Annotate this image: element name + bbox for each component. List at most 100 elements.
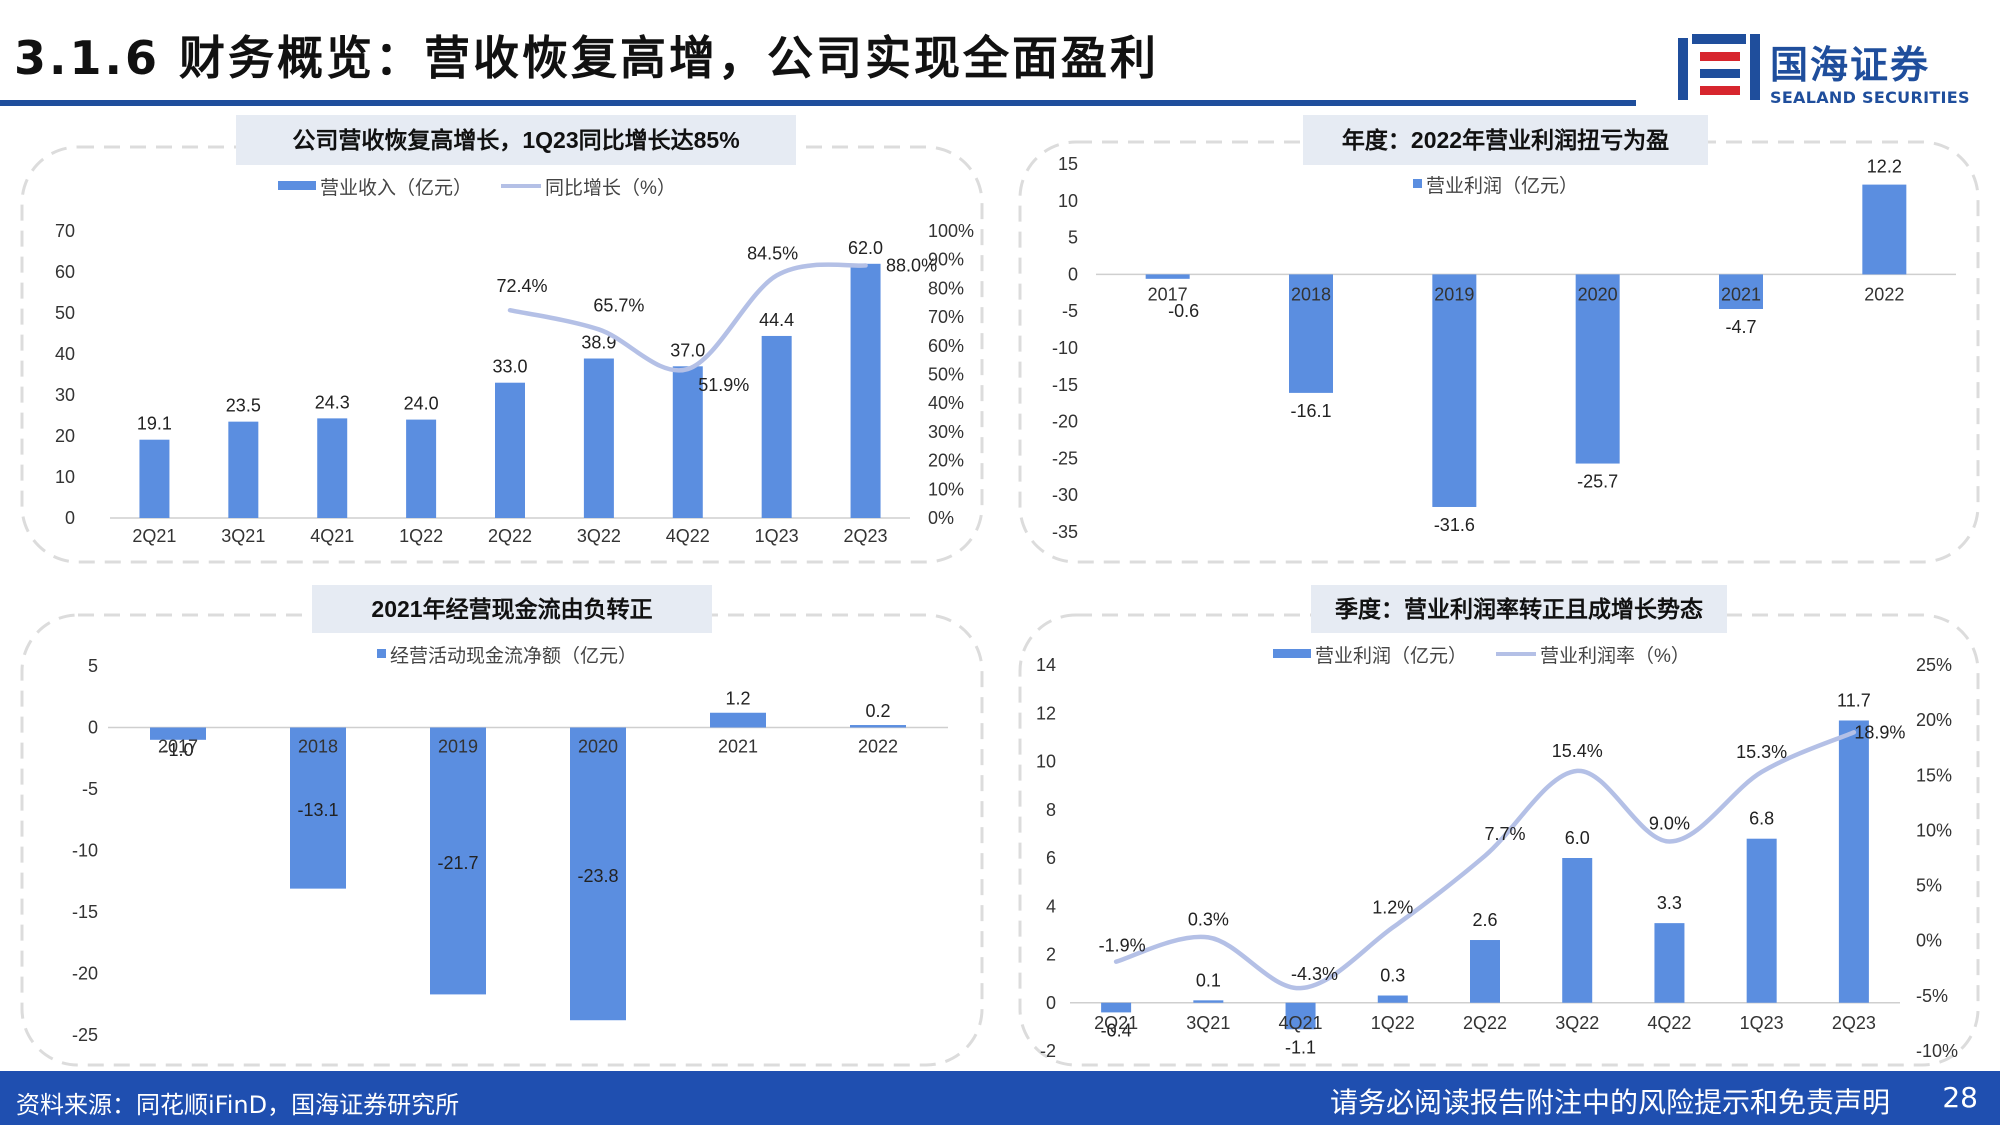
bar: [317, 418, 348, 518]
bar-value-label: 33.0: [492, 357, 527, 377]
y-tick-label: 4: [1046, 896, 1056, 916]
chart-title: 年度：2022年营业利润扭亏为盈: [1342, 127, 1669, 153]
logo-mark-icon: [1678, 34, 1760, 100]
category-label: 3Q22: [577, 526, 621, 546]
legend-label: 经营活动现金流净额（亿元）: [390, 645, 637, 667]
y-tick-label: 20: [55, 426, 75, 446]
category-label: 4Q22: [1647, 1013, 1691, 1033]
bar-value-label: -31.6: [1434, 515, 1475, 535]
category-label: 1Q22: [399, 526, 443, 546]
y2-tick-label: -5%: [1916, 986, 1948, 1006]
bar: [583, 358, 614, 518]
footer-source: 资料来源：同花顺iFinD，国海证券研究所: [16, 1091, 460, 1119]
category-label: 1Q22: [1371, 1013, 1415, 1033]
y-tick-label: 0: [1068, 264, 1078, 284]
legend-swatch-bar: [1273, 649, 1311, 658]
chart-panel-annual-op-profit: 年度：2022年营业利润扭亏为盈 营业利润（亿元） -35 -30 -25 -20 -15 -…: [998, 112, 2000, 572]
y2-tick-label: 15%: [1916, 765, 1952, 785]
page-title: 3.1.6 财务概览：营收恢复高增，公司实现全面盈利: [14, 31, 1159, 85]
chart-title: 季度：营业利润率转正且成增长势态: [1335, 596, 1703, 622]
bar-value-label: 0.1: [1196, 970, 1221, 990]
y-tick-label: -20: [1052, 412, 1078, 432]
bar-value-label: 11.7: [1837, 690, 1871, 710]
y2-tick-label: 90%: [928, 250, 964, 270]
bar-value-label: 38.9: [581, 333, 616, 353]
logo-chinese-name: 国海证券: [1770, 43, 1931, 87]
line-value-label: 7.7%: [1484, 824, 1525, 844]
bar-value-label: -1.1: [1285, 1037, 1316, 1057]
legend-swatch-bar: [377, 649, 386, 658]
bar-value-label: 0.3: [1380, 966, 1405, 986]
y-tick-label: 0: [88, 718, 98, 738]
page-number: 28: [1942, 1081, 1978, 1114]
y-tick-label: -5: [82, 779, 98, 799]
category-label: 2Q21: [1094, 1013, 1138, 1033]
bar: [228, 421, 259, 518]
category-label: 1Q23: [755, 526, 799, 546]
y-tick-label: -2: [1040, 1041, 1056, 1061]
bar-value-label: 62.0: [848, 238, 883, 258]
bar-value-label: 37.0: [670, 340, 705, 360]
bar: [1654, 923, 1685, 1003]
chart-title-box: [1311, 585, 1727, 633]
category-label: 2017: [158, 737, 198, 757]
line-value-label: 15.3%: [1736, 742, 1787, 762]
y-tick-label: 50: [55, 303, 75, 323]
legend-label: 同比增长（%）: [545, 177, 676, 199]
y-tick-label: -10: [1052, 338, 1078, 358]
y2-tick-label: 10%: [1916, 820, 1952, 840]
bar: [406, 419, 437, 518]
bar: [710, 712, 766, 728]
category-label: 2018: [1291, 284, 1331, 304]
category-label: 2Q23: [844, 526, 888, 546]
bar: [1289, 274, 1333, 393]
company-logo: 国海证券 SEALAND SECURITIES: [1676, 28, 1976, 112]
y-tick-label: 10: [55, 467, 75, 487]
bar: [1470, 940, 1500, 1003]
line-value-label: 84.5%: [747, 243, 798, 263]
bar: [1862, 184, 1907, 275]
bar: [1432, 274, 1477, 507]
bar: [1562, 858, 1593, 1003]
chart-svg: 公司营收恢复高增长，1Q23同比增长达85% 营业收入（亿元） 同比增长（%） 0 10…: [20, 115, 984, 564]
bar: [1575, 274, 1620, 464]
chart-title: 公司营收恢复高增长，1Q23同比增长达85%: [292, 127, 739, 153]
y-tick-label: 12: [1036, 703, 1056, 723]
y-tick-label: 15: [1058, 154, 1078, 174]
y-tick-label: 70: [55, 221, 75, 241]
y-tick-label: 5: [1068, 228, 1078, 248]
category-label: 4Q21: [1279, 1013, 1323, 1033]
bar: [1285, 1002, 1316, 1030]
y-tick-label: 10: [1058, 191, 1078, 211]
category-label: 4Q21: [310, 526, 354, 546]
bar: [1101, 1002, 1132, 1013]
line-value-label: 15.4%: [1552, 741, 1603, 761]
line-value-label: 1.2%: [1372, 897, 1413, 917]
bar: [570, 727, 626, 1021]
y-tick-label: 8: [1046, 800, 1056, 820]
bar-value-label: 6.0: [1565, 828, 1590, 848]
category-label: 2021: [1721, 284, 1761, 304]
bar: [290, 727, 346, 889]
category-label: 2020: [1578, 284, 1618, 304]
chart-title-box: [236, 115, 796, 165]
category-label: 2019: [1434, 284, 1474, 304]
chart-title-box: [312, 585, 712, 633]
chart-panel-operating-cashflow: 2021年经营现金流由负转正 经营活动现金流净额（亿元） -25 -20 -15 -10 -…: [0, 585, 995, 1069]
category-label: 2021: [718, 737, 758, 757]
category-label: 2Q22: [488, 526, 532, 546]
bar-value-label: 19.1: [137, 414, 172, 434]
y-tick-label: 2: [1046, 945, 1056, 965]
category-label: 2018: [298, 737, 338, 757]
legend-label: 营业利润（亿元）: [1426, 175, 1578, 197]
legend-label: 营业利润率（%）: [1540, 645, 1690, 667]
y-tick-label: -25: [1052, 448, 1078, 468]
bar: [495, 382, 525, 518]
bar: [672, 366, 703, 518]
y-tick-label: 60: [55, 262, 75, 282]
line-value-label: 88.0%: [886, 255, 937, 275]
y-tick-label: 5: [88, 656, 98, 676]
y2-tick-label: 25%: [1916, 655, 1952, 675]
